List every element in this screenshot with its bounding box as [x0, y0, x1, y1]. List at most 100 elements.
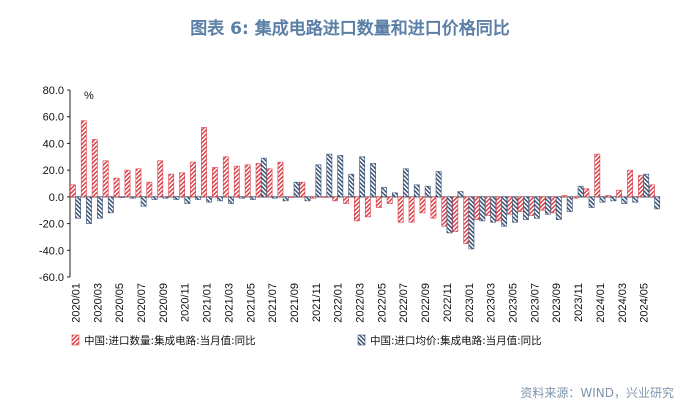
source-note: 资料来源：WIND，兴业研究 [520, 386, 674, 400]
bar-import-quantity [583, 188, 590, 198]
bar-import-price [435, 171, 442, 198]
bar-import-quantity [496, 196, 502, 222]
bar-import-price [260, 157, 267, 198]
bar-import-quantity [463, 196, 470, 244]
bar-import-quantity [135, 168, 142, 198]
bar-import-quantity [222, 156, 229, 198]
x-tick-label: 2020/05 [114, 283, 126, 323]
bar-import-price [107, 196, 114, 214]
x-tick-label: 2020/01 [70, 283, 82, 323]
bar-import-price [402, 168, 409, 198]
x-tick-label: 2021/03 [223, 283, 235, 323]
x-tick-label: 2021/07 [267, 283, 279, 323]
bar-import-price [129, 196, 136, 199]
x-tick-label: 2024/05 [639, 283, 651, 323]
bar-import-quantity [375, 196, 382, 208]
x-tick-label: 2021/11 [311, 283, 323, 322]
bar-import-quantity [288, 196, 295, 198]
bar-import-price [566, 196, 573, 212]
y-tick-label: -20.0 [39, 219, 64, 231]
y-tick-label: 0.0 [49, 192, 64, 204]
bar-import-quantity [212, 167, 218, 198]
bar-import-price [359, 156, 366, 198]
bar-import-price [173, 196, 180, 200]
x-tick-label: 2022/01 [333, 283, 345, 323]
bar-import-price [544, 196, 551, 215]
bar-import-quantity [550, 196, 557, 214]
bar-import-price [413, 184, 420, 198]
bar-import-price [239, 196, 245, 199]
bar-import-quantity [146, 181, 153, 198]
x-tick-label: 2021/09 [289, 283, 301, 323]
bar-import-price [249, 196, 256, 200]
bar-import-price [293, 181, 300, 198]
x-tick-label: 2023/11 [573, 283, 585, 322]
x-tick-label: 2022/11 [442, 283, 454, 322]
x-tick-label: 2023/01 [464, 283, 476, 323]
bar-import-price [479, 196, 486, 222]
bar-import-price [118, 196, 125, 198]
bar-import-price [632, 196, 639, 203]
bar-import-quantity [364, 196, 371, 218]
bar-import-quantity [474, 196, 481, 220]
bar-import-quantity [627, 169, 633, 198]
x-tick-label: 2024/01 [595, 283, 607, 323]
bar-import-price [228, 196, 234, 204]
y-unit-label: % [84, 90, 94, 102]
bar-import-price [577, 185, 584, 198]
bar-import-quantity [332, 196, 338, 202]
bar-import-price [588, 196, 595, 208]
x-tick-label: 2023/09 [551, 283, 563, 323]
bar-import-quantity [179, 172, 186, 198]
bar-import-quantity [528, 196, 535, 216]
bar-import-price [654, 196, 661, 210]
x-tick-label: 2021/05 [245, 283, 257, 323]
bar-import-price [326, 153, 333, 198]
chart-title: 图表 6: 集成电路进口数量和进口价格同比 [190, 19, 510, 39]
bar-import-quantity [124, 169, 131, 198]
x-tick-label: 2023/03 [486, 283, 498, 323]
bar-import-price [370, 163, 376, 198]
bar-import-quantity [408, 196, 415, 223]
x-tick-label: 2021/01 [202, 283, 214, 323]
bar-import-quantity [638, 175, 644, 198]
bar-import-quantity [91, 139, 98, 198]
bar-import-price [151, 196, 158, 200]
legend-label-import-price: 中国:进口均价:集成电路:当月值:同比 [370, 334, 542, 347]
bar-import-quantity [113, 177, 120, 198]
bar-import-price [75, 196, 81, 219]
bar-import-price [523, 196, 529, 220]
bar-import-quantity [201, 127, 207, 198]
y-tick-label: -60.0 [39, 272, 64, 284]
bar-import-price [424, 185, 431, 198]
x-tick-label: 2020/09 [158, 283, 170, 323]
bar-import-quantity [266, 168, 273, 198]
bar-import-quantity [616, 189, 623, 198]
bar-import-price [162, 196, 169, 199]
legend-label-import-quantity: 中国:进口数量:集成电路:当月值:同比 [84, 334, 256, 347]
bar-import-price [457, 191, 464, 198]
bar-import-price [217, 196, 223, 202]
bar-import-price [512, 196, 518, 223]
y-tick-label: 20.0 [43, 165, 64, 177]
bar-import-quantity [649, 184, 655, 198]
bar-import-quantity [321, 196, 328, 198]
bar-import-price [392, 192, 398, 198]
x-tick-label: 2023/07 [529, 283, 541, 323]
bar-import-price [195, 196, 202, 200]
y-tick-label: 40.0 [43, 138, 64, 150]
x-tick-label: 2020/07 [136, 283, 148, 323]
x-tick-label: 2022/05 [376, 283, 388, 323]
x-tick-label: 2022/03 [355, 283, 367, 323]
bar-import-price [97, 196, 103, 219]
bar-import-quantity [386, 196, 393, 204]
bar-import-quantity [69, 184, 76, 198]
bar-import-price [490, 196, 497, 223]
x-tick-label: 2024/03 [617, 283, 629, 323]
bar-import-price [348, 173, 355, 198]
bar-import-quantity [190, 161, 196, 198]
bar-import-quantity [561, 195, 568, 198]
y-tick-label: 60.0 [43, 112, 64, 124]
bar-import-price [468, 196, 475, 250]
bar-import-quantity [517, 196, 524, 212]
